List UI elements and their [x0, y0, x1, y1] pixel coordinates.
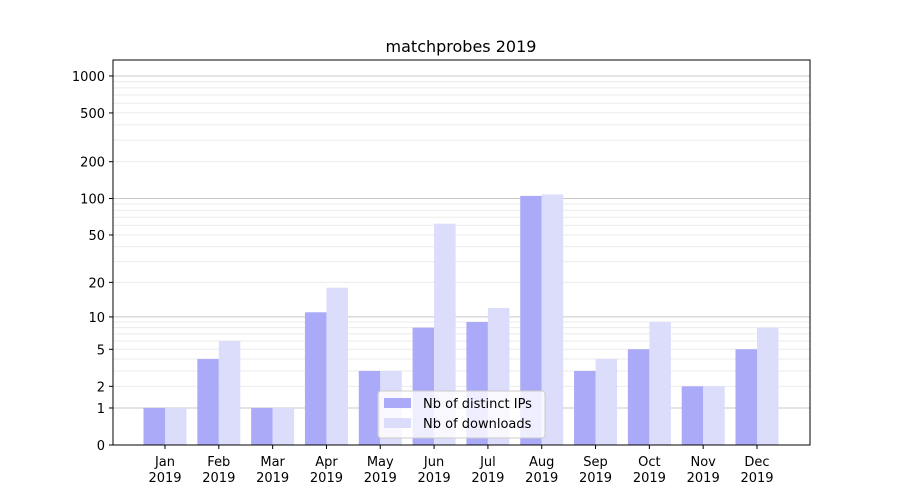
x-tick-label: May 2019 — [364, 455, 397, 486]
legend-label: Nb of downloads — [423, 417, 532, 432]
bar-nb-of-downloads — [218, 341, 241, 445]
x-tick-label: Nov 2019 — [687, 455, 720, 486]
bar-nb-of-distinct-ips — [627, 349, 650, 445]
y-tick-label: 200 — [80, 156, 105, 171]
x-tick-label: Jun 2019 — [418, 455, 451, 486]
x-tick-label: Oct 2019 — [633, 455, 666, 486]
chart-title: matchprobes 2019 — [386, 37, 537, 56]
bar-nb-of-distinct-ips — [143, 407, 165, 445]
legend-box — [377, 390, 546, 439]
y-tick-label: 2 — [97, 380, 105, 395]
plot-frame — [112, 59, 811, 446]
y-tick-label: 10 — [88, 311, 105, 326]
x-tick-label: Apr 2019 — [310, 455, 343, 486]
bar-nb-of-downloads — [757, 327, 779, 445]
bar-nb-of-downloads — [703, 386, 725, 445]
x-tick-label: Jul 2019 — [471, 455, 504, 486]
legend-swatch — [384, 398, 411, 408]
y-tick-label: 5 — [97, 343, 105, 358]
bar-nb-of-downloads — [165, 407, 187, 445]
legend-label: Nb of distinct IPs — [423, 397, 532, 412]
bar-nb-of-distinct-ips — [520, 195, 542, 445]
bar-nb-of-downloads — [649, 322, 671, 445]
bar-nb-of-distinct-ips — [197, 359, 219, 445]
y-tick-label: 100 — [80, 192, 105, 207]
x-tick-label: Dec 2019 — [740, 455, 773, 486]
x-tick-label: Jan 2019 — [148, 455, 181, 486]
x-tick-label: Sep 2019 — [579, 455, 612, 486]
x-tick-label: Mar 2019 — [256, 455, 289, 486]
y-tick-label: 1 — [97, 402, 105, 417]
bar-nb-of-downloads — [595, 359, 618, 445]
legend-swatch — [384, 418, 411, 428]
bar-nb-of-distinct-ips — [574, 370, 596, 445]
y-tick-label: 50 — [88, 229, 105, 244]
y-tick-label: 20 — [88, 276, 105, 291]
bar-nb-of-downloads — [434, 223, 456, 445]
bar-nb-of-distinct-ips — [358, 370, 381, 445]
bar-nb-of-distinct-ips — [681, 386, 704, 445]
x-tick-label: Feb 2019 — [202, 455, 235, 486]
bar-nb-of-downloads — [541, 194, 564, 445]
y-tick-label: 500 — [80, 107, 105, 122]
bar-nb-of-distinct-ips — [304, 312, 327, 445]
legend: Nb of distinct IPs Nb of downloads — [377, 390, 546, 439]
bar-nb-of-distinct-ips — [251, 407, 273, 445]
y-tick-label: 1000 — [72, 70, 105, 85]
y-tick-label: 0 — [97, 439, 105, 454]
bar-nb-of-downloads — [326, 287, 348, 445]
x-tick-label: Aug 2019 — [525, 455, 558, 486]
bar-nb-of-distinct-ips — [735, 349, 757, 445]
bar-nb-of-downloads — [272, 407, 295, 445]
